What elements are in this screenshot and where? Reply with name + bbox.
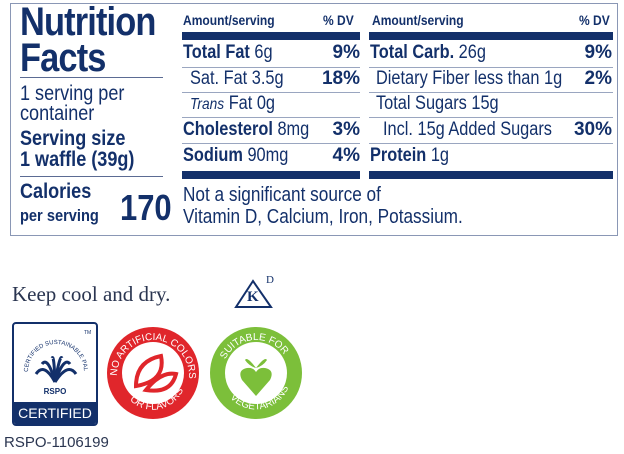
storage-instructions: Keep cool and dry. [12,282,171,306]
title-facts: Facts [20,36,106,80]
svg-text:TM: TM [84,330,91,336]
vegetarian-badge: SUITABLE FOR VEGETARIANS [209,326,303,425]
fiber-row: Dietary Fiber less than 1g [376,68,563,89]
no-artificial-badge: NO ARTIFICIAL COLORS OR FLAVORS [106,326,200,425]
protein-row: Protein 1g [370,145,450,166]
amount-header-right: Amount/serving [372,12,464,28]
calories-label: Calories [20,180,92,203]
total-fat-row: Total Fat 6g [183,42,273,63]
rspo-certified-logo: CERTIFIED SUSTAINABLE PALM OIL RSPO TM C… [12,322,98,426]
servings-per-container: 1 serving per container [20,82,125,125]
total-carb-dv: 9% [584,42,612,63]
sodium-dv: 4% [332,145,360,166]
total-sugars-row: Total Sugars 15g [376,93,499,114]
sodium-row: Sodium 90mg [183,145,289,166]
cholesterol-dv: 3% [332,119,360,140]
added-sugars-dv: 30% [573,119,612,140]
title-nutrition: Nutrition [20,0,156,44]
total-carb-row: Total Carb. 26g [370,42,486,63]
dv-header-right: % DV [579,12,610,28]
serving-size: Serving size 1 waffle (39g) [20,127,135,171]
trans-fat-row: Trans Fat 0g [190,93,276,114]
sat-fat-dv: 18% [321,68,360,89]
footnote: Not a significant source of Vitamin D, Ca… [183,184,463,228]
amount-header-left: Amount/serving [183,12,275,28]
svg-text:CERTIFIED SUSTAINABLE PALM OIL: CERTIFIED SUSTAINABLE PALM OIL [14,324,88,372]
added-sugars-row: Incl. 15g Added Sugars [383,119,552,140]
calories-value: 170 [120,187,172,228]
svg-text:RSPO: RSPO [44,387,67,396]
total-fat-dv: 9% [332,42,360,63]
cholesterol-row: Cholesterol 8mg [183,119,310,140]
kosher-dairy-icon: K D [233,274,277,310]
nutrition-facts-panel [10,3,618,236]
fiber-dv: 2% [584,68,612,89]
rspo-id: RSPO-1106199 [4,434,109,451]
dv-header-left: % DV [323,12,354,28]
calories-sub: per serving [20,206,99,225]
sat-fat-row: Sat. Fat 3.5g [190,68,284,89]
